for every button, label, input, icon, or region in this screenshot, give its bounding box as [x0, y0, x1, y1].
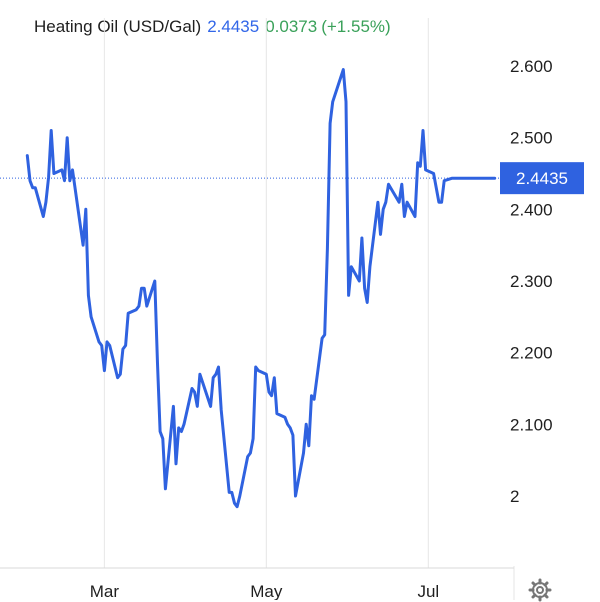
current-price: 2.4435: [207, 17, 260, 36]
last-price-label: 2.4435: [516, 169, 568, 188]
price-change-percent: (+1.55%): [321, 17, 391, 36]
y-tick-label: 2.100: [510, 415, 553, 434]
price-change: 0.0373: [265, 17, 318, 36]
y-tick-label: 2.600: [510, 57, 553, 76]
y-tick-label: 2: [510, 487, 519, 506]
last-price-tag: [500, 162, 584, 195]
series-line: [25, 68, 497, 509]
gear-icon: [528, 578, 552, 602]
y-tick-label: 2.400: [510, 200, 553, 219]
instrument-name: Heating Oil (USD/Gal): [34, 17, 202, 36]
x-tick-label: Jul: [417, 582, 439, 600]
x-tick-label: May: [250, 582, 283, 600]
y-tick-label: 2.500: [510, 129, 553, 148]
y-tick-label: 2.200: [510, 344, 553, 363]
x-tick-label: Mar: [90, 582, 120, 600]
settings-button[interactable]: [528, 578, 552, 602]
chart-header: Heating Oil (USD/Gal) 2.4435 0.0373 (+1.55%…: [34, 14, 391, 40]
y-tick-label: 2.300: [510, 272, 553, 291]
